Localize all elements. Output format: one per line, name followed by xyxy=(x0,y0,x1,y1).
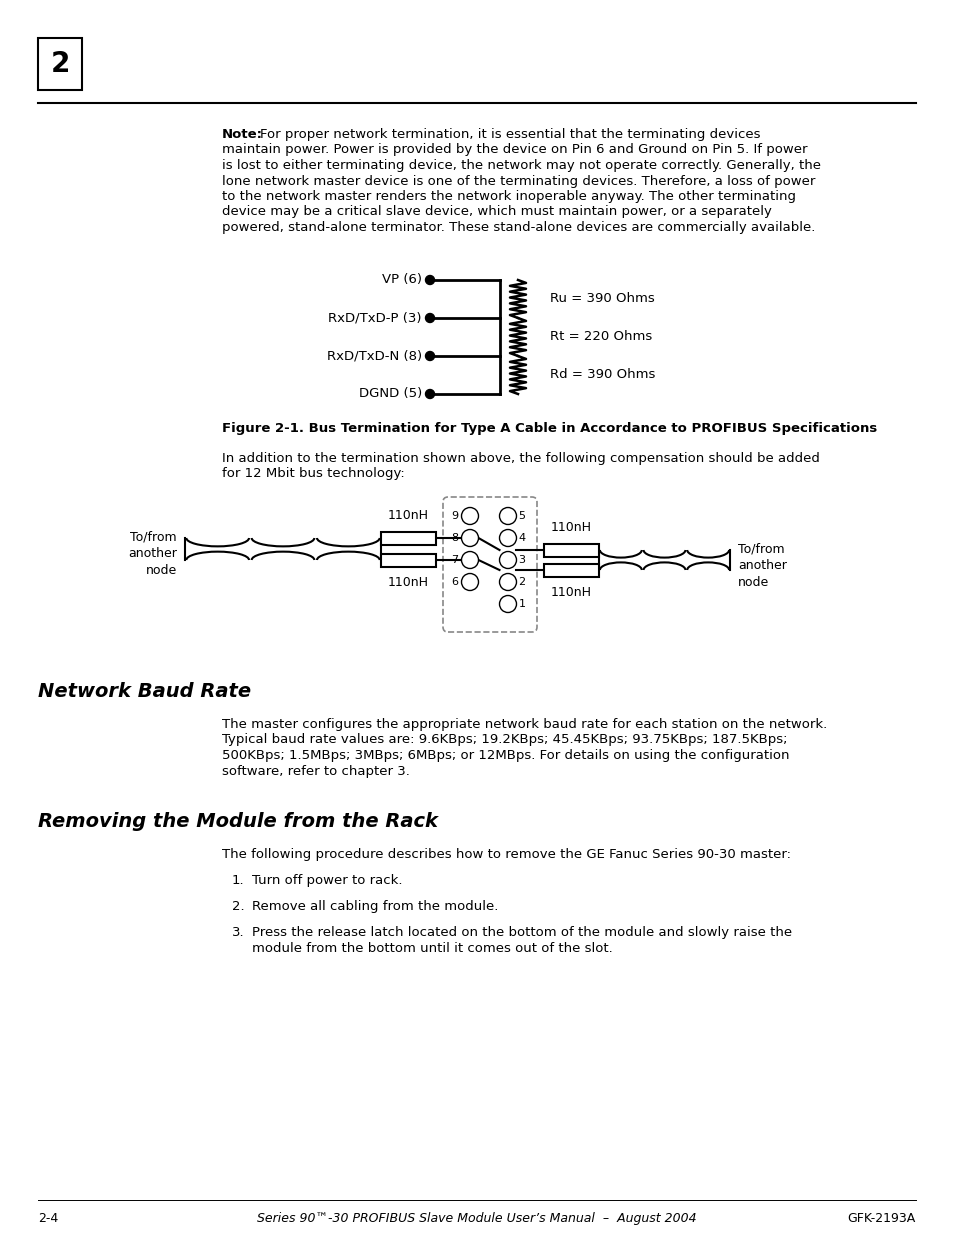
Text: 500KBps; 1.5MBps; 3MBps; 6MBps; or 12MBps. For details on using the configuratio: 500KBps; 1.5MBps; 3MBps; 6MBps; or 12MBp… xyxy=(222,748,789,762)
Text: powered, stand-alone terminator. These stand-alone devices are commercially avai: powered, stand-alone terminator. These s… xyxy=(222,221,815,233)
Text: module from the bottom until it comes out of the slot.: module from the bottom until it comes ou… xyxy=(252,941,612,955)
Circle shape xyxy=(461,552,478,568)
Text: 6: 6 xyxy=(451,577,458,587)
Circle shape xyxy=(461,508,478,525)
FancyBboxPatch shape xyxy=(442,496,537,632)
Circle shape xyxy=(425,275,434,284)
Text: VP (6): VP (6) xyxy=(381,273,421,287)
Text: 110nH: 110nH xyxy=(551,521,592,534)
Text: for 12 Mbit bus technology:: for 12 Mbit bus technology: xyxy=(222,468,404,480)
Text: 1: 1 xyxy=(518,599,525,609)
Text: 5: 5 xyxy=(518,511,525,521)
Text: Series 90™-30 PROFIBUS Slave Module User’s Manual  –  August 2004: Series 90™-30 PROFIBUS Slave Module User… xyxy=(257,1212,696,1225)
Text: to the network master renders the network inoperable anyway. The other terminati: to the network master renders the networ… xyxy=(222,190,795,203)
Bar xyxy=(543,543,598,557)
Text: In addition to the termination shown above, the following compensation should be: In addition to the termination shown abo… xyxy=(222,452,819,466)
Text: 2: 2 xyxy=(51,49,70,78)
Text: 110nH: 110nH xyxy=(388,576,429,589)
Circle shape xyxy=(425,352,434,361)
Text: Rd = 390 Ohms: Rd = 390 Ohms xyxy=(550,368,655,382)
Text: 2-4: 2-4 xyxy=(38,1212,58,1225)
Circle shape xyxy=(499,573,516,590)
Text: 8: 8 xyxy=(451,534,458,543)
Text: For proper network termination, it is essential that the terminating devices: For proper network termination, it is es… xyxy=(260,128,760,141)
Text: Network Baud Rate: Network Baud Rate xyxy=(38,682,251,701)
Text: To/from
another
node: To/from another node xyxy=(738,542,786,589)
Text: GFK-2193A: GFK-2193A xyxy=(847,1212,915,1225)
Circle shape xyxy=(425,389,434,399)
Text: 7: 7 xyxy=(451,555,458,564)
Circle shape xyxy=(461,530,478,547)
Text: is lost to either terminating device, the network may not operate correctly. Gen: is lost to either terminating device, th… xyxy=(222,159,821,172)
Text: 2: 2 xyxy=(518,577,525,587)
Text: 9: 9 xyxy=(451,511,458,521)
Text: Press the release latch located on the bottom of the module and slowly raise the: Press the release latch located on the b… xyxy=(252,926,791,939)
Text: Typical baud rate values are: 9.6KBps; 19.2KBps; 45.45KBps; 93.75KBps; 187.5KBps: Typical baud rate values are: 9.6KBps; 1… xyxy=(222,734,786,746)
Text: Turn off power to rack.: Turn off power to rack. xyxy=(252,874,402,887)
Circle shape xyxy=(461,573,478,590)
Bar xyxy=(380,553,436,567)
Bar xyxy=(543,563,598,577)
Text: 4: 4 xyxy=(518,534,525,543)
Bar xyxy=(380,531,436,545)
Text: Rt = 220 Ohms: Rt = 220 Ohms xyxy=(550,331,652,343)
Text: lone network master device is one of the terminating devices. Therefore, a loss : lone network master device is one of the… xyxy=(222,174,815,188)
Text: device may be a critical slave device, which must maintain power, or a separatel: device may be a critical slave device, w… xyxy=(222,205,771,219)
Circle shape xyxy=(499,530,516,547)
FancyBboxPatch shape xyxy=(38,38,82,90)
Text: DGND (5): DGND (5) xyxy=(358,388,421,400)
Text: 110nH: 110nH xyxy=(551,585,592,599)
Circle shape xyxy=(499,552,516,568)
Text: Figure 2-1. Bus Termination for Type A Cable in Accordance to PROFIBUS Specifica: Figure 2-1. Bus Termination for Type A C… xyxy=(222,422,877,435)
Text: To/from
another
node: To/from another node xyxy=(128,530,177,577)
Text: software, refer to chapter 3.: software, refer to chapter 3. xyxy=(222,764,410,778)
Circle shape xyxy=(499,508,516,525)
Text: 2.: 2. xyxy=(232,900,244,913)
Text: RxD/TxD-N (8): RxD/TxD-N (8) xyxy=(327,350,421,363)
Text: RxD/TxD-P (3): RxD/TxD-P (3) xyxy=(328,311,421,325)
Text: The master configures the appropriate network baud rate for each station on the : The master configures the appropriate ne… xyxy=(222,718,826,731)
Text: The following procedure describes how to remove the GE Fanuc Series 90-30 master: The following procedure describes how to… xyxy=(222,848,790,861)
Text: 1.: 1. xyxy=(232,874,244,887)
Text: 110nH: 110nH xyxy=(388,509,429,522)
Text: 3.: 3. xyxy=(232,926,244,939)
Text: Remove all cabling from the module.: Remove all cabling from the module. xyxy=(252,900,497,913)
Text: Ru = 390 Ohms: Ru = 390 Ohms xyxy=(550,293,654,305)
Text: 3: 3 xyxy=(518,555,525,564)
Text: maintain power. Power is provided by the device on Pin 6 and Ground on Pin 5. If: maintain power. Power is provided by the… xyxy=(222,143,806,157)
Text: Note:: Note: xyxy=(222,128,263,141)
Text: Removing the Module from the Rack: Removing the Module from the Rack xyxy=(38,811,437,831)
Circle shape xyxy=(425,314,434,322)
Circle shape xyxy=(499,595,516,613)
